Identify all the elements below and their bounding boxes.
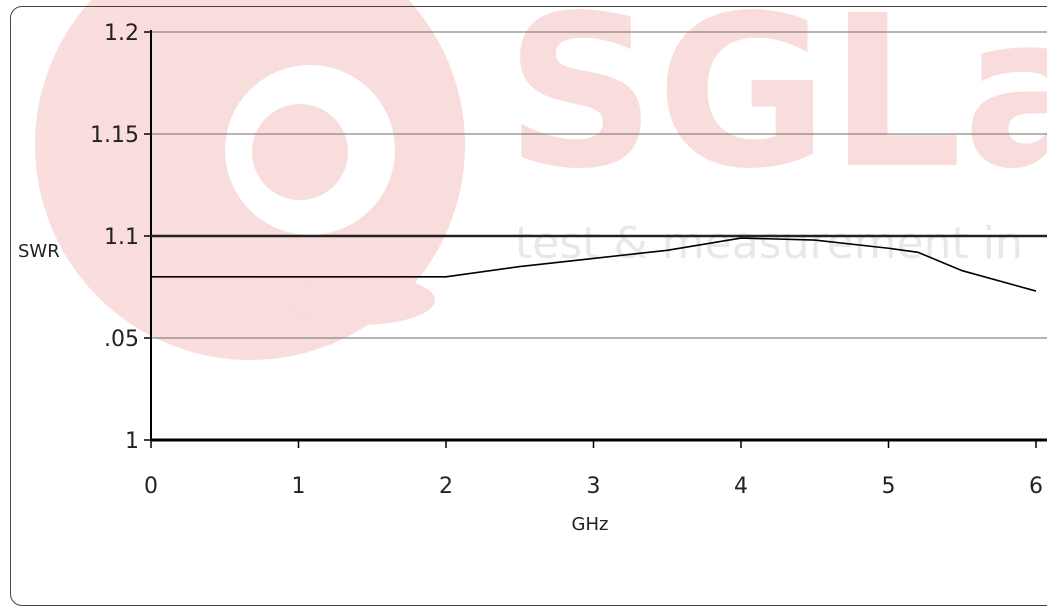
y-tick-label: 1.1	[104, 225, 139, 250]
x-axis-title: GHz	[572, 514, 609, 535]
x-tick-label: 0	[144, 474, 158, 499]
y-axis-title: SWR	[18, 241, 60, 262]
series-line	[151, 237, 1037, 292]
x-tick-label: 4	[734, 474, 748, 499]
watermark-logo-icon	[35, 0, 465, 360]
x-tick-label: 5	[882, 474, 896, 499]
x-ticks: 0 1 2 3 4 5 6	[144, 440, 1043, 499]
x-tick-label: 1	[292, 474, 306, 499]
y-tick-label: 1.15	[90, 123, 139, 148]
y-tick-label: 1.2	[104, 21, 139, 46]
x-tick-label: 6	[1029, 474, 1043, 499]
x-tick-label: 3	[587, 474, 601, 499]
y-tick-label: 1	[125, 429, 139, 454]
y-tick-label: .05	[104, 327, 139, 352]
y-ticks: 1 .05 1.1 1.15 1.2	[90, 21, 151, 454]
x-tick-label: 2	[439, 474, 453, 499]
watermark-title: SGLa	[505, 0, 1047, 215]
gridlines	[151, 31, 1047, 339]
series-lines	[151, 234, 1047, 292]
